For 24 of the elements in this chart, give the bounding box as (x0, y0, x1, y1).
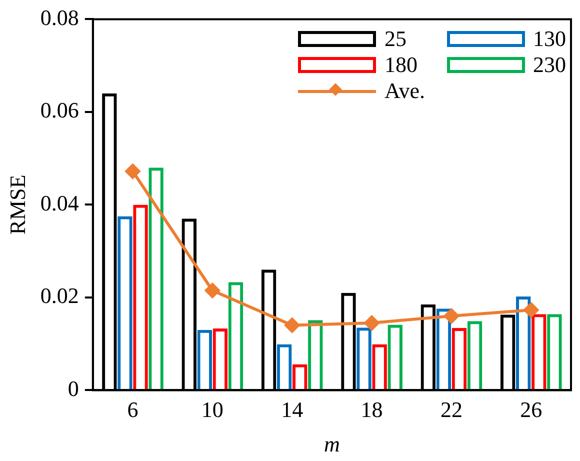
point (524, 302, 539, 318)
x-tick-label: 10 (201, 397, 224, 422)
y-tick-label: 0.06 (40, 98, 79, 123)
point (444, 308, 459, 324)
y-tick-label: 0.04 (40, 190, 79, 216)
point (125, 164, 140, 179)
x-tick-label: 14 (281, 397, 304, 422)
x-axis-title: m (324, 432, 340, 457)
point (284, 318, 300, 333)
x-tick-label: 26 (520, 397, 542, 422)
x-tick-label: 18 (360, 397, 383, 422)
point (204, 282, 220, 298)
point (364, 315, 380, 330)
legend-label: 130 (533, 26, 566, 52)
legend-label: 230 (533, 52, 566, 78)
x-tick-label: 6 (127, 397, 138, 422)
legend-label: 180 (384, 52, 418, 78)
y-tick-label: 0 (68, 376, 79, 401)
y-tick-label: 0.08 (40, 4, 79, 30)
y-axis-title: RMSE (4, 174, 30, 235)
y-tick-label: 0.02 (40, 283, 79, 308)
x-tick-label: 22 (440, 397, 462, 422)
legend-label: 25 (384, 26, 406, 52)
legend-label: Ave. (384, 78, 425, 104)
